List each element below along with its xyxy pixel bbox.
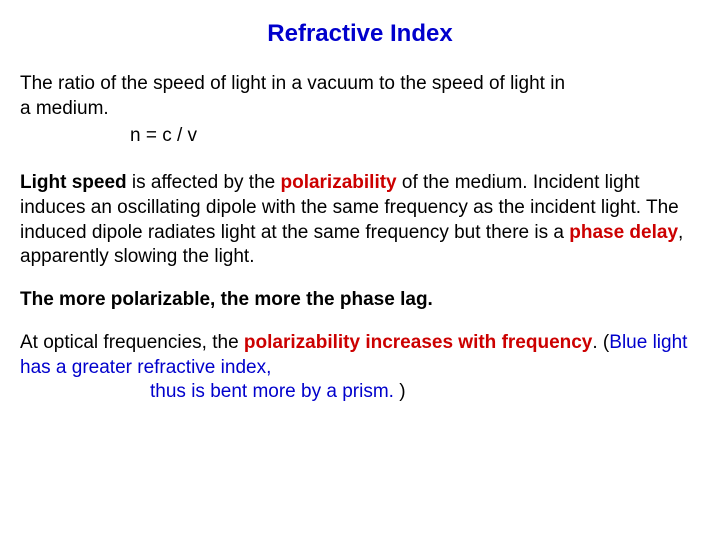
frequency-paragraph: At optical frequencies, the polarizabili… bbox=[20, 331, 700, 405]
formula: n = c / v bbox=[130, 125, 700, 147]
polarizability-paragraph: Light speed is affected by the polarizab… bbox=[20, 171, 700, 270]
p2-text-b: is affected by the bbox=[127, 172, 281, 193]
light-speed-text: Light speed bbox=[20, 172, 127, 193]
polarizability-increases-term: polarizability increases with frequency bbox=[244, 332, 592, 353]
p4-text-a: At optical frequencies, the bbox=[20, 332, 244, 353]
polarizability-term: polarizability bbox=[280, 172, 396, 193]
p4-paren-open: . ( bbox=[592, 332, 609, 353]
definition-line2: a medium. bbox=[20, 98, 109, 119]
p4-paren-close: ) bbox=[399, 381, 405, 402]
phase-lag-statement: The more polarizable, the more the phase… bbox=[20, 288, 700, 313]
blue-light-line2: thus is bent more by a prism. bbox=[150, 381, 399, 402]
phase-delay-term: phase delay bbox=[569, 222, 678, 243]
slide-title: Refractive Index bbox=[20, 20, 700, 48]
definition-line1: The ratio of the speed of light in a vac… bbox=[20, 73, 565, 94]
definition-paragraph: The ratio of the speed of light in a vac… bbox=[20, 72, 700, 121]
blue-light-line2-wrap: thus is bent more by a prism. ) bbox=[150, 381, 406, 402]
